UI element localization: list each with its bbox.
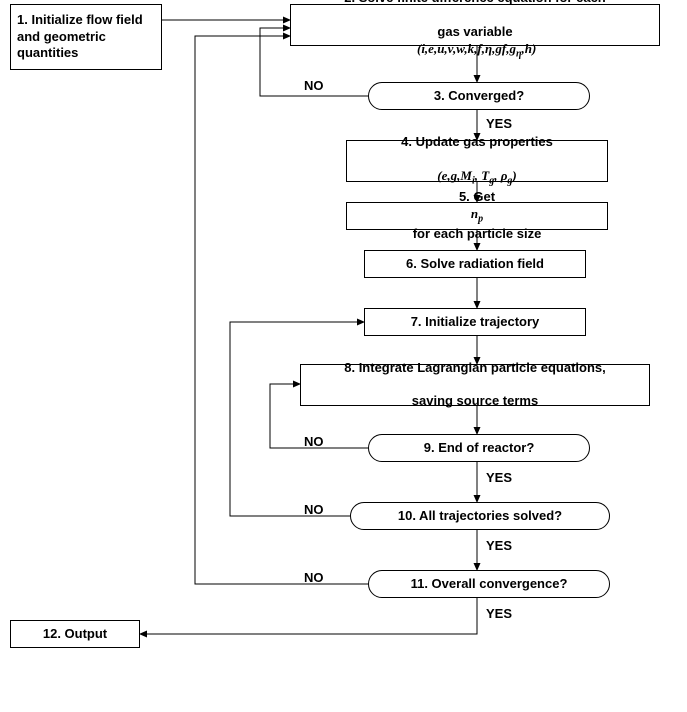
- edge-e11-2no: [195, 36, 368, 584]
- node-converged: 3. Converged?: [368, 82, 590, 110]
- node-get-np: 5. Get np for each particle size: [346, 202, 608, 230]
- node-initialize: 1. Initialize flow field and geometric q…: [10, 4, 162, 70]
- node-solve-fde: 2. Solve finite difference equation for …: [290, 4, 660, 46]
- label-yes-9: YES: [486, 470, 512, 485]
- node-text: 4. Update gas properties: [401, 134, 553, 151]
- node-text: 6. Solve radiation field: [406, 256, 544, 273]
- edge-e10-7no: [230, 322, 364, 516]
- node-integrate: 8. Integrate Lagrangian particle equatio…: [300, 364, 650, 406]
- edge-e11-12: [140, 598, 477, 634]
- node-text: 7. Initialize trajectory: [411, 314, 540, 331]
- label-no-3: NO: [304, 78, 324, 93]
- label-no-11: NO: [304, 570, 324, 585]
- label-yes-10: YES: [486, 538, 512, 553]
- node-init-trajectory: 7. Initialize trajectory: [364, 308, 586, 336]
- node-radiation: 6. Solve radiation field: [364, 250, 586, 278]
- node-formula: (e,g,Mi, Tg, ρg): [437, 168, 516, 188]
- label-no-10: NO: [304, 502, 324, 517]
- label-yes-3: YES: [486, 116, 512, 131]
- node-end-reactor: 9. End of reactor?: [368, 434, 590, 462]
- node-all-trajectories: 10. All trajectories solved?: [350, 502, 610, 530]
- node-update-gas: 4. Update gas properties (e,g,Mi, Tg, ρg…: [346, 140, 608, 182]
- node-text-line1: 8. Integrate Lagrangian particle equatio…: [344, 360, 606, 377]
- node-text: 3. Converged?: [434, 88, 524, 105]
- label-yes-11: YES: [486, 606, 512, 621]
- node-text-line2: saving source terms: [412, 393, 538, 410]
- node-text-line1: 2. Solve finite difference equation for …: [344, 0, 606, 7]
- node-text: 10. All trajectories solved?: [398, 508, 562, 525]
- node-text: 1. Initialize flow field and geometric q…: [17, 12, 155, 63]
- node-text: 9. End of reactor?: [424, 440, 535, 457]
- node-text-line2: gas variable: [437, 24, 512, 41]
- node-formula: (i,e,u,v,w,k,f,η,gf,gη,h): [414, 41, 537, 61]
- node-overall-convergence: 11. Overall convergence?: [368, 570, 610, 598]
- node-output: 12. Output: [10, 620, 140, 648]
- node-text: 11. Overall convergence?: [411, 576, 568, 593]
- node-text-pre: 5. Get: [459, 189, 495, 206]
- label-no-9: NO: [304, 434, 324, 449]
- node-formula-inline: np: [471, 206, 483, 226]
- node-text-post: for each particle size: [413, 226, 542, 243]
- node-text: 12. Output: [43, 626, 107, 643]
